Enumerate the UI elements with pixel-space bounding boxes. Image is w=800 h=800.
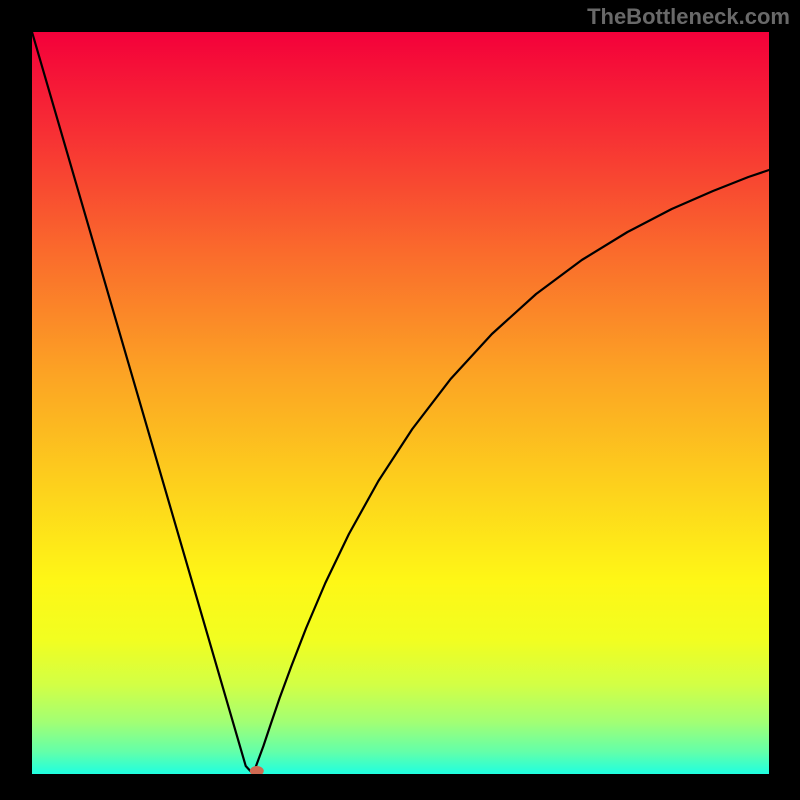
watermark-text: TheBottleneck.com (587, 4, 790, 30)
outer-frame: TheBottleneck.com (0, 0, 800, 800)
bottleneck-chart (32, 32, 769, 774)
chart-background (32, 32, 769, 774)
